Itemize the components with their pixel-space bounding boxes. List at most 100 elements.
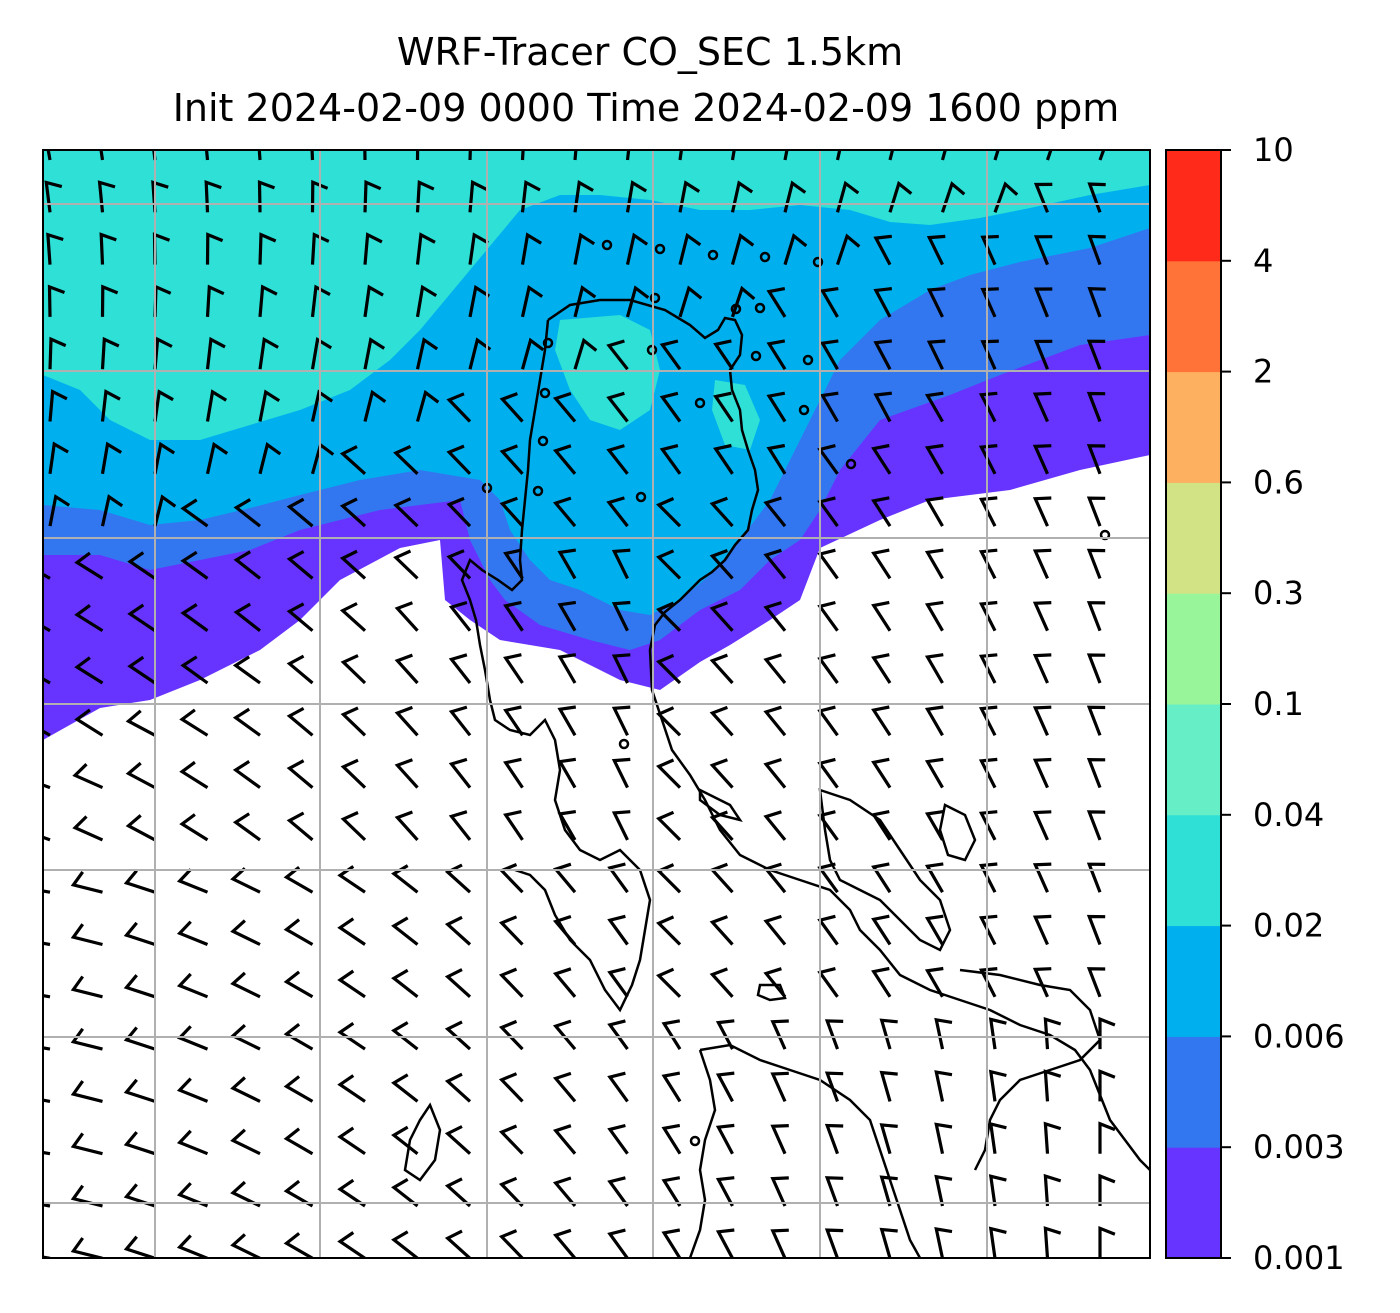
wind-barb [123, 1235, 156, 1258]
wind-barb [611, 653, 631, 684]
wind-barb [1087, 287, 1106, 318]
wind-barb [127, 603, 156, 633]
wind-barb [1086, 967, 1106, 998]
wind-barb [286, 550, 314, 580]
colorbar-segment [1166, 260, 1221, 373]
wind-barb [340, 811, 367, 842]
colorbar-tick-label: 0.001 [1253, 1239, 1345, 1277]
wind-barb [499, 444, 524, 475]
wind-barb [286, 759, 314, 789]
colorbar-segment [1166, 150, 1221, 262]
wind-barb [444, 1125, 472, 1155]
wind-barb [873, 287, 892, 318]
wind-barb [766, 339, 787, 371]
wind-barb [123, 1078, 156, 1103]
wind-barb [656, 810, 682, 842]
wind-barb [310, 179, 329, 213]
wind-barb [391, 1021, 419, 1051]
wind-barb [573, 285, 597, 318]
wind-barb [661, 1123, 682, 1155]
wind-barb [1032, 967, 1052, 998]
colorbar-tick-label: 0.1 [1253, 685, 1304, 723]
wind-barb [607, 862, 629, 894]
wind-barb [468, 337, 492, 370]
wind-barb [871, 757, 892, 789]
wind-barb [391, 968, 419, 999]
wind-barb [715, 1228, 735, 1258]
wind-barb [926, 339, 946, 370]
wind-barb [573, 180, 594, 213]
wind-barb [444, 968, 472, 998]
wind-barb [1086, 496, 1106, 527]
wind-barb [924, 757, 944, 789]
wind-barb [339, 497, 367, 528]
wind-barb [99, 232, 117, 265]
wind-barb [980, 287, 999, 318]
wind-barb [123, 921, 156, 947]
wind-barb [520, 179, 541, 213]
wind-barb [391, 1125, 419, 1155]
wind-barb [232, 812, 261, 842]
wind-barb [552, 1228, 577, 1258]
islet [689, 1135, 701, 1147]
wind-barb [661, 1071, 682, 1103]
wind-barb [448, 600, 472, 632]
wind-barb [258, 336, 279, 370]
wind-barb [179, 813, 209, 842]
wind-barb [48, 494, 71, 527]
wind-barb [766, 391, 787, 423]
wind-barb [153, 494, 177, 527]
wind-barb [74, 656, 104, 685]
wind-barb [607, 1176, 629, 1207]
wind-barb [1033, 287, 1053, 318]
wind-barb [123, 869, 156, 894]
wind-barb [1087, 182, 1106, 213]
wind-barb [230, 1024, 261, 1051]
colorbar-tick-label: 4 [1253, 242, 1273, 280]
wind-barb [205, 232, 224, 265]
wind-barb [924, 391, 944, 423]
wind-barb [656, 758, 682, 789]
wind-barb [176, 1234, 209, 1258]
wind-barb [1086, 444, 1106, 475]
wind-barb [72, 815, 104, 842]
wind-barb [394, 705, 419, 737]
wind-barb [363, 337, 386, 370]
wind-barb [230, 919, 261, 946]
coastline-islets [481, 239, 1111, 1147]
wind-barb [678, 232, 702, 265]
map-title-line-2: Init 2024-02-09 0000 Time 2024-02-09 160… [172, 86, 1120, 130]
wind-barb [394, 601, 419, 632]
wind-barb [176, 1129, 209, 1156]
wind-barb [606, 444, 629, 475]
wind-barb [283, 1179, 314, 1208]
wind-barb [978, 705, 998, 737]
wind-barb [763, 862, 787, 894]
wind-barb [1043, 1173, 1062, 1207]
wind-barb [978, 810, 998, 841]
wind-barb [715, 1071, 735, 1103]
islet [649, 292, 661, 304]
wind-barb [205, 284, 225, 317]
wind-barb [611, 548, 631, 580]
wind-barb [310, 337, 333, 370]
wind-barb [1086, 757, 1106, 789]
wind-barb [1086, 810, 1106, 841]
wind-barb [988, 1017, 1007, 1050]
wind-barb [552, 967, 577, 998]
wind-barb [205, 336, 226, 370]
wind-barb [879, 1175, 898, 1207]
wind-barb [520, 232, 543, 265]
wind-barb [888, 180, 913, 213]
wind-barb [1098, 1173, 1116, 1206]
wind-barb [498, 967, 524, 998]
wind-barb [934, 1227, 953, 1258]
wind-barb [70, 1080, 103, 1103]
colorbar-segment [1166, 704, 1221, 816]
wind-barb [337, 969, 366, 999]
wind-barb [230, 867, 261, 894]
wind-barb [978, 496, 998, 527]
wind-barb [415, 284, 438, 318]
wind-barb [74, 604, 104, 633]
